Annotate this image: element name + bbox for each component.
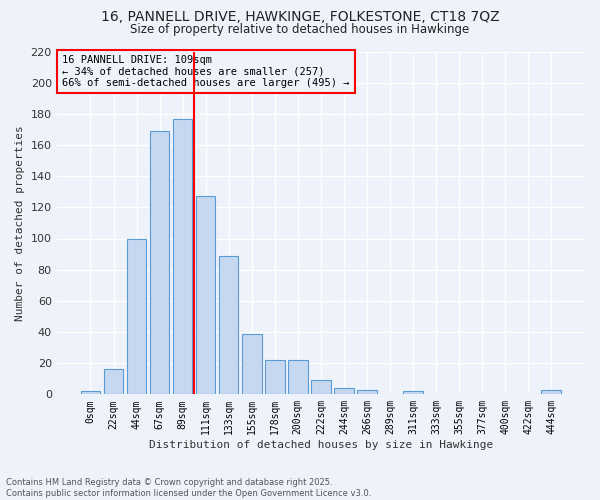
Bar	[104, 370, 123, 394]
Bar	[265, 360, 284, 394]
Bar	[80, 391, 100, 394]
Bar	[173, 118, 193, 394]
Bar	[334, 388, 353, 394]
Text: Contains HM Land Registry data © Crown copyright and database right 2025.
Contai: Contains HM Land Registry data © Crown c…	[6, 478, 371, 498]
Bar	[219, 256, 238, 394]
Bar	[311, 380, 331, 394]
Bar	[357, 390, 377, 394]
Text: 16, PANNELL DRIVE, HAWKINGE, FOLKESTONE, CT18 7QZ: 16, PANNELL DRIVE, HAWKINGE, FOLKESTONE,…	[101, 10, 499, 24]
Text: Size of property relative to detached houses in Hawkinge: Size of property relative to detached ho…	[130, 22, 470, 36]
Bar	[196, 196, 215, 394]
Y-axis label: Number of detached properties: Number of detached properties	[15, 125, 25, 321]
Bar	[403, 391, 423, 394]
Bar	[288, 360, 308, 394]
Bar	[242, 334, 262, 394]
Bar	[150, 131, 169, 394]
Bar	[541, 390, 561, 394]
X-axis label: Distribution of detached houses by size in Hawkinge: Distribution of detached houses by size …	[149, 440, 493, 450]
Text: 16 PANNELL DRIVE: 109sqm
← 34% of detached houses are smaller (257)
66% of semi-: 16 PANNELL DRIVE: 109sqm ← 34% of detach…	[62, 55, 349, 88]
Bar	[127, 238, 146, 394]
